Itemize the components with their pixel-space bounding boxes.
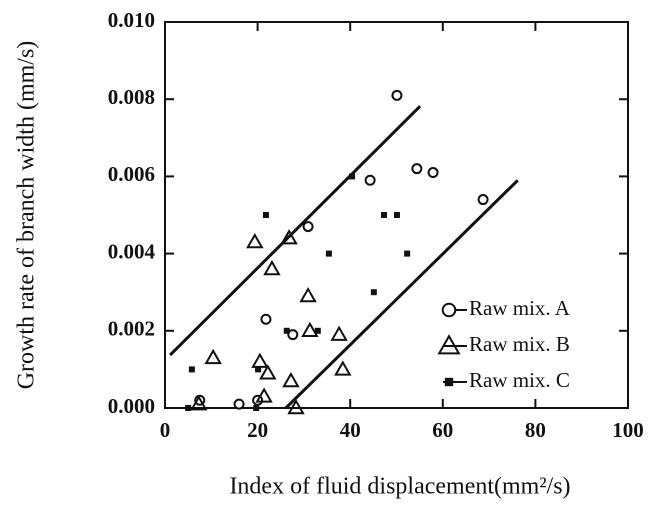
marker-circle — [233, 398, 245, 410]
marker-circle — [364, 174, 376, 186]
y-tick-label: 0.000 — [108, 394, 155, 418]
legend-label: Raw mix. A — [469, 296, 571, 320]
marker-circle — [287, 329, 299, 341]
y-axis-label: Growth rate of branch width (mm/s) — [14, 41, 40, 390]
marker-square — [314, 327, 321, 334]
fit-line — [284, 179, 519, 410]
marker-square — [393, 212, 400, 218]
marker-square — [253, 405, 260, 411]
marker-triangle — [330, 325, 348, 341]
y-tick-label: 0.006 — [108, 162, 155, 186]
marker-circle — [441, 302, 457, 318]
marker-square — [262, 212, 269, 218]
marker-triangle — [299, 287, 317, 303]
marker-square — [404, 250, 411, 257]
marker-square — [185, 405, 192, 411]
marker-square — [349, 173, 356, 180]
x-tick-label: 0 — [160, 418, 171, 442]
marker-circle — [427, 167, 439, 179]
marker-triangle — [259, 364, 277, 380]
marker-triangle — [282, 371, 300, 388]
y-tick-label: 0.008 — [108, 85, 155, 109]
x-tick-label: 20 — [247, 418, 268, 442]
x-tick-label: 100 — [612, 418, 644, 442]
marker-square — [325, 250, 332, 257]
marker-triangle — [246, 233, 264, 249]
legend-label: Raw mix. B — [469, 332, 570, 356]
marker-square — [255, 366, 262, 373]
legend-label: Raw mix. C — [469, 368, 570, 392]
marker-square — [188, 366, 195, 373]
marker-circle — [411, 163, 423, 175]
plot-frame — [164, 21, 629, 409]
marker-triangle — [251, 352, 269, 368]
marker-triangle — [280, 229, 298, 245]
marker-triangle — [301, 321, 319, 338]
marker-circle — [477, 194, 489, 206]
marker-square — [444, 377, 454, 387]
x-tick-label: 80 — [525, 418, 546, 442]
y-tick-label: 0.002 — [108, 317, 155, 341]
y-tick-label: 0.010 — [108, 8, 155, 32]
marker-square — [283, 327, 290, 334]
marker-circle — [302, 221, 314, 233]
fit-line — [169, 105, 422, 357]
marker-triangle — [204, 348, 222, 365]
marker-triangle — [255, 387, 273, 403]
marker-triangle — [190, 395, 208, 411]
marker-circle — [391, 89, 403, 101]
marker-triangle — [334, 360, 352, 376]
y-tick-label: 0.004 — [108, 239, 156, 263]
x-tick-label: 60 — [432, 418, 453, 442]
marker-triangle — [263, 260, 281, 276]
marker-triangle — [437, 334, 461, 355]
marker-square — [370, 289, 377, 296]
marker-circle — [260, 313, 272, 325]
marker-triangle — [287, 398, 305, 415]
x-axis-label: Index of fluid displacement(mm²/s) — [229, 474, 570, 500]
marker-square — [380, 212, 387, 218]
x-tick-label: 40 — [340, 418, 361, 442]
